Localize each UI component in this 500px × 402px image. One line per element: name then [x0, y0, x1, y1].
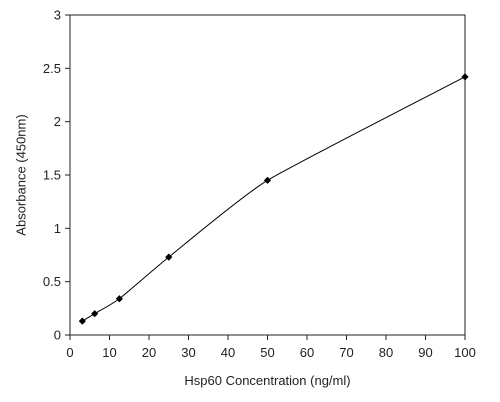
series-line — [82, 76, 466, 322]
y-tick-label: 1 — [54, 221, 61, 236]
plot-area-frame — [69, 14, 466, 336]
y-tick-label: 1.5 — [43, 168, 61, 183]
x-tick-label: 50 — [260, 345, 274, 360]
y-tick-label: 3 — [54, 8, 61, 23]
y-axis-title: Absorbance (450nm) — [13, 114, 28, 235]
x-tick-label: 100 — [454, 345, 476, 360]
x-axis-title: Hsp60 Concentration (ng/ml) — [184, 373, 350, 388]
x-tick-label: 80 — [379, 345, 393, 360]
x-tick-label: 70 — [339, 345, 353, 360]
axes — [69, 14, 466, 336]
x-tick-label: 90 — [418, 345, 432, 360]
data-point-marker — [115, 295, 123, 303]
y-tick-label: 0.5 — [43, 274, 61, 289]
x-tick-label: 40 — [221, 345, 235, 360]
data-point-marker — [91, 310, 99, 318]
y-tick-label: 0 — [54, 328, 61, 343]
x-tick-label: 30 — [181, 345, 195, 360]
y-tick-label: 2 — [54, 114, 61, 129]
x-axis-ticks: 0 10 20 30 40 50 60 70 80 90 100 — [66, 335, 476, 360]
x-tick-label: 0 — [66, 345, 73, 360]
x-tick-label: 10 — [102, 345, 116, 360]
data-point-marker — [165, 253, 173, 261]
x-tick-label: 60 — [300, 345, 314, 360]
series-layer — [78, 73, 469, 325]
data-point-marker — [78, 317, 86, 325]
y-axis-ticks: 0 0.5 1 1.5 2 2.5 3 — [43, 8, 70, 343]
y-tick-label: 2.5 — [43, 61, 61, 76]
data-point-marker — [263, 176, 272, 184]
x-tick-label: 20 — [142, 345, 156, 360]
data-point-marker — [461, 73, 469, 81]
